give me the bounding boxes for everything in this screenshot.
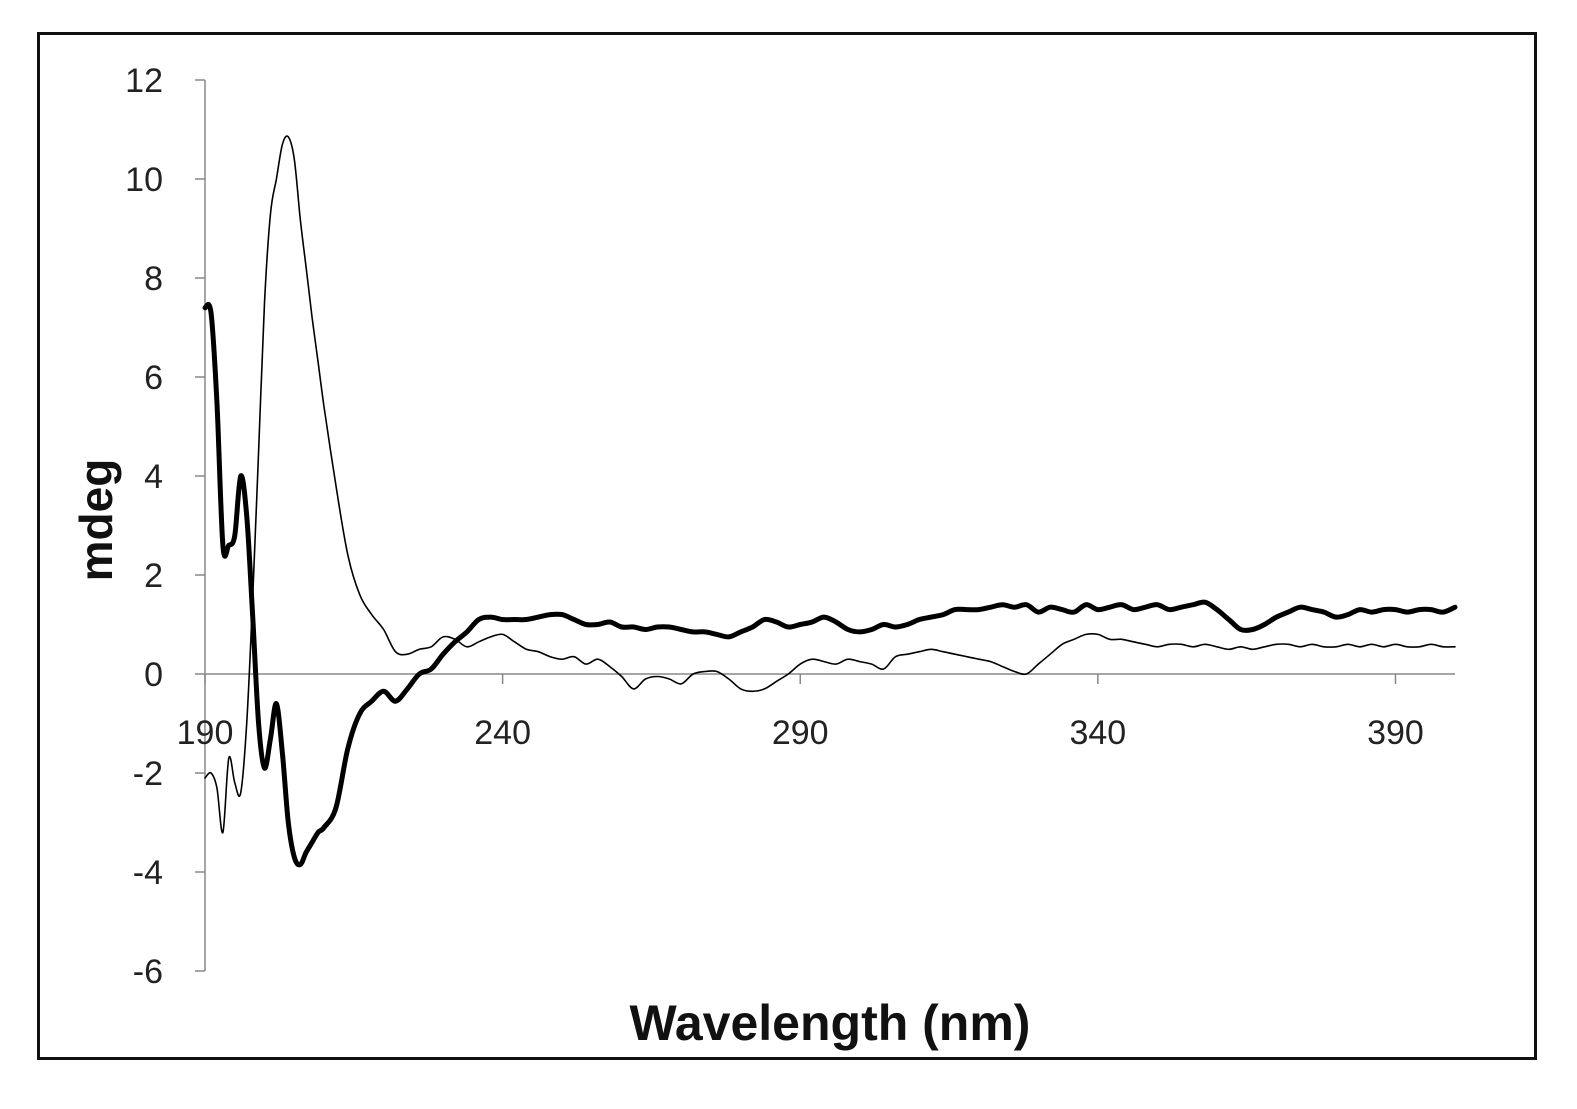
x-tick-label: 340 [1069, 714, 1126, 752]
x-axis-title: Wavelength (nm) [630, 995, 1031, 1051]
y-tick-label: -4 [133, 854, 163, 892]
x-tick-label: 290 [772, 714, 829, 752]
y-tick-label: 4 [144, 458, 163, 496]
tick-labels: 12 10 8 6 4 2 0 -2 -4 -6 190 240 290 340 390 [125, 62, 1424, 991]
x-tick-label: 240 [474, 714, 531, 752]
chart-frame [37, 32, 1537, 1060]
y-tick-label: -2 [133, 755, 163, 793]
y-tick-label: 10 [125, 161, 163, 199]
y-tick-label: 6 [144, 359, 163, 397]
y-tick-label: 12 [125, 62, 163, 100]
series-line-thick [202, 301, 1458, 868]
y-axis-title: mdeg [70, 459, 122, 582]
x-tick-label: 190 [177, 714, 234, 752]
y-tick-label: -6 [133, 953, 163, 991]
y-tick-label: 0 [144, 656, 163, 694]
series-layer [202, 135, 1458, 868]
series-line-thin [204, 135, 1456, 834]
y-tick-label: 8 [144, 260, 163, 298]
x-tick-label: 390 [1367, 714, 1424, 752]
y-tick-label: 2 [144, 557, 163, 595]
axes [195, 79, 1455, 972]
